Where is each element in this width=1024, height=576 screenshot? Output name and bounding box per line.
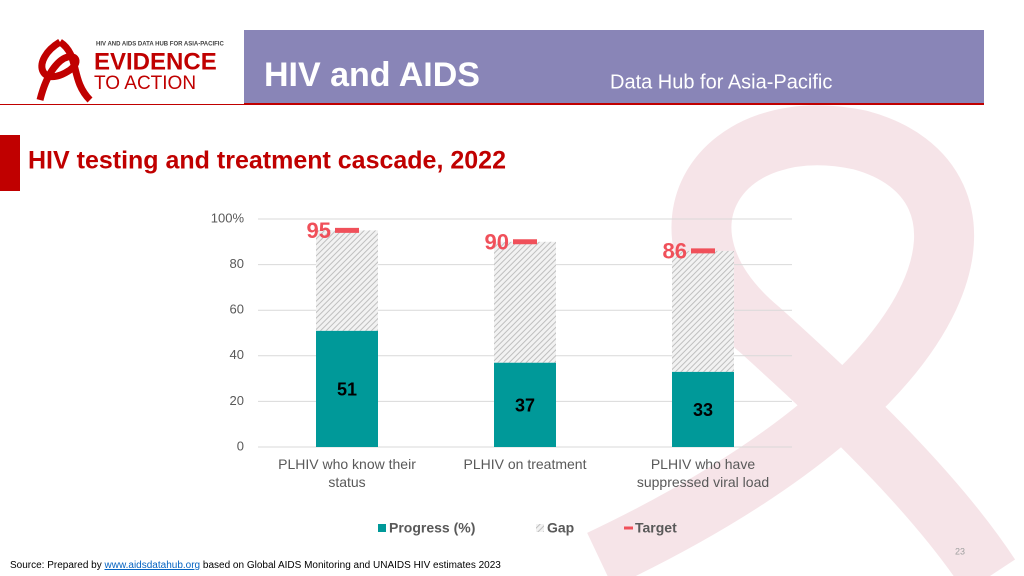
gap-bar (494, 241, 556, 363)
y-tick-label: 80 (230, 256, 244, 271)
x-tick-label: PLHIV on treatment (464, 456, 587, 472)
y-tick-label: 20 (230, 393, 244, 408)
logo-line1: EVIDENCE (94, 48, 217, 75)
x-tick-label: PLHIV who have suppressed viral load (637, 456, 769, 490)
legend-label: Progress (%) (389, 520, 475, 536)
title-accent (0, 135, 20, 191)
header-subtitle: Data Hub for Asia-Pacific (610, 71, 832, 93)
progress-bar (672, 371, 734, 447)
header-rule (0, 103, 984, 105)
legend-label: Target (635, 520, 677, 536)
x-tick-label: PLHIV who know their status (278, 456, 416, 490)
gap-bar (672, 250, 734, 372)
y-tick-label: 100% (211, 210, 245, 225)
page-number: 23 (955, 546, 965, 556)
progress-bar (316, 330, 378, 447)
logo-ribbon (36, 39, 93, 103)
chart: 0 20 40 60 80 100% PLHIV who know their status 5… (211, 210, 792, 536)
progress-label: 51 (337, 380, 357, 400)
y-tick-label: 40 (230, 347, 244, 362)
y-tick-label: 0 (237, 438, 244, 453)
progress-bar (494, 362, 556, 447)
target-label: 90 (485, 230, 509, 255)
logo-line2: TO ACTION (94, 73, 196, 94)
legend-swatch (378, 524, 386, 532)
legend-label: Gap (547, 520, 574, 536)
gap-bar (316, 230, 378, 331)
legend-swatch (536, 524, 544, 532)
ribbon-decoration (587, 105, 1016, 576)
progress-label: 33 (693, 400, 713, 420)
logo-tagline: HIV AND AIDS DATA HUB FOR ASIA-PACIFIC (96, 42, 224, 48)
source-note: Source: Prepared by www.aidsdatahub.org … (10, 560, 501, 571)
y-tick-label: 60 (230, 302, 244, 317)
source-link[interactable]: www.aidsdatahub.org (104, 560, 201, 571)
header-title: HIV and AIDS (264, 56, 480, 94)
chart-title: HIV testing and treatment cascade, 2022 (28, 147, 506, 175)
target-label: 86 (663, 239, 687, 264)
progress-label: 37 (515, 396, 535, 416)
target-label: 95 (307, 218, 331, 243)
